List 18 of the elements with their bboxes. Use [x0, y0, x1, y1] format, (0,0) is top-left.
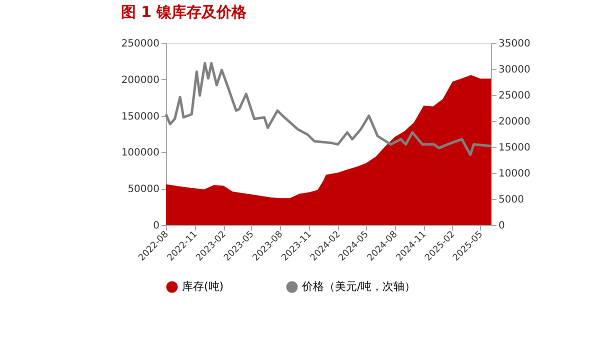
y2-tick-label: 25000 — [498, 90, 530, 102]
y-tick-label: 50000 — [128, 184, 160, 196]
line-series — [164, 62, 492, 156]
legend-label: 价格（美元/吨，次轴） — [301, 280, 416, 293]
y-tick-label: 250000 — [121, 38, 160, 50]
chart-title: 图 1 镍库存及价格 — [120, 3, 248, 21]
y2-tick-label: 5000 — [498, 194, 524, 206]
y-tick-label: 150000 — [121, 111, 160, 122]
y-tick-label: 100000 — [121, 148, 160, 159]
y2-tick-label: 30000 — [498, 64, 530, 76]
y2-tick-label: 10000 — [498, 168, 530, 180]
y2-tick-label: 35000 — [498, 38, 530, 50]
y2-tick-label: 15000 — [498, 142, 530, 154]
y2-tick-label: 0 — [498, 220, 505, 232]
y2-tick-label: 20000 — [498, 116, 530, 128]
y-tick-label: 200000 — [121, 74, 160, 86]
y-tick-label: 0 — [153, 220, 160, 232]
legend-label: 库存(吨) — [182, 280, 224, 293]
